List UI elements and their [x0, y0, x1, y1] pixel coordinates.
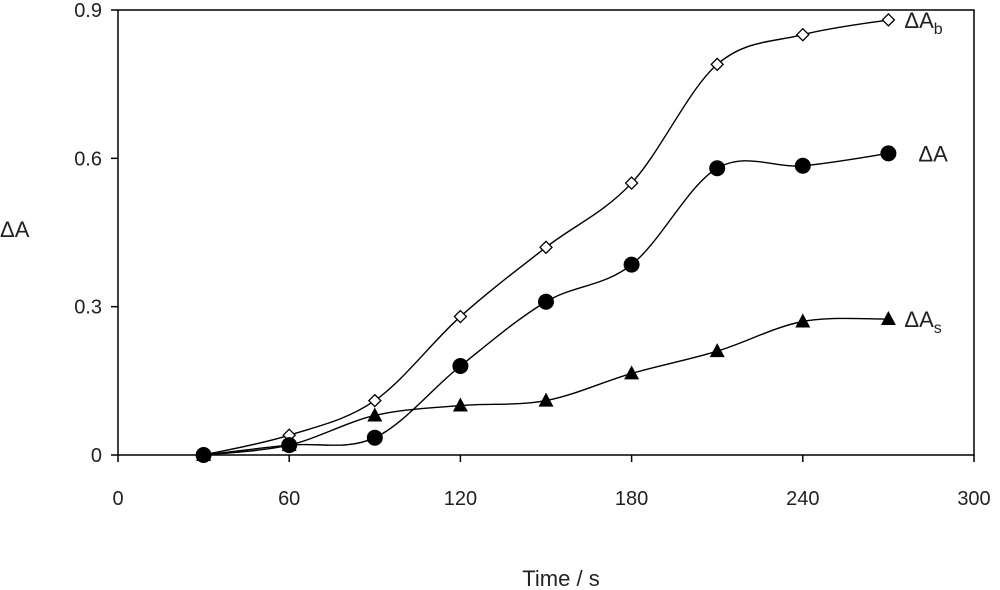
data-point: [196, 447, 212, 461]
data-point: [795, 313, 811, 328]
x-axis-title: Time / s: [522, 566, 599, 590]
data-point: [452, 358, 469, 374]
data-point: [281, 437, 297, 452]
x-axis-ticks: 0 60 120 180 240 300: [112, 455, 991, 510]
data-point: [453, 309, 468, 324]
data-point: [709, 343, 725, 358]
plot-area: [117, 9, 975, 456]
x-tick-label: 0: [112, 488, 123, 510]
data-point: [366, 429, 383, 446]
series-label: ΔA: [918, 141, 948, 166]
series-label-main: ΔA: [904, 307, 934, 332]
x-tick-label: 180: [615, 488, 648, 510]
data-point: [795, 27, 810, 42]
y-axis-ticks: 0 0.3 0.6 0.9: [74, 0, 118, 467]
data-point: [794, 157, 811, 174]
series-label-main: ΔA: [918, 141, 948, 166]
x-tick-label: 300: [957, 488, 990, 510]
series-2: ΔAs: [196, 307, 942, 461]
series-label-sub: b: [934, 21, 943, 38]
data-point: [367, 393, 382, 408]
x-tick-label: 60: [278, 488, 300, 510]
series-label: ΔAb: [904, 8, 942, 38]
data-point: [624, 365, 640, 380]
x-tick-label: 240: [786, 488, 819, 510]
series-label-sub: s: [934, 320, 942, 337]
data-point: [881, 12, 896, 27]
data-point: [538, 392, 554, 407]
data-point: [710, 57, 725, 72]
series-label: ΔAs: [904, 307, 941, 337]
data-point: [709, 160, 726, 177]
data-point: [880, 311, 896, 326]
data-point: [452, 397, 468, 412]
x-tick-label: 120: [444, 488, 477, 510]
data-point: [538, 293, 554, 310]
y-tick-label: 0.9: [74, 0, 102, 22]
data-point: [624, 176, 639, 190]
y-axis-title: ΔA: [0, 217, 30, 242]
data-point: [539, 240, 553, 255]
y-tick-label: 0.3: [74, 297, 102, 319]
series-label-main: ΔA: [904, 8, 934, 33]
data-point: [880, 145, 897, 162]
y-tick-label: 0.6: [74, 148, 102, 170]
data-point: [367, 407, 383, 422]
y-tick-label: 0: [91, 445, 102, 467]
data-point: [623, 256, 640, 273]
